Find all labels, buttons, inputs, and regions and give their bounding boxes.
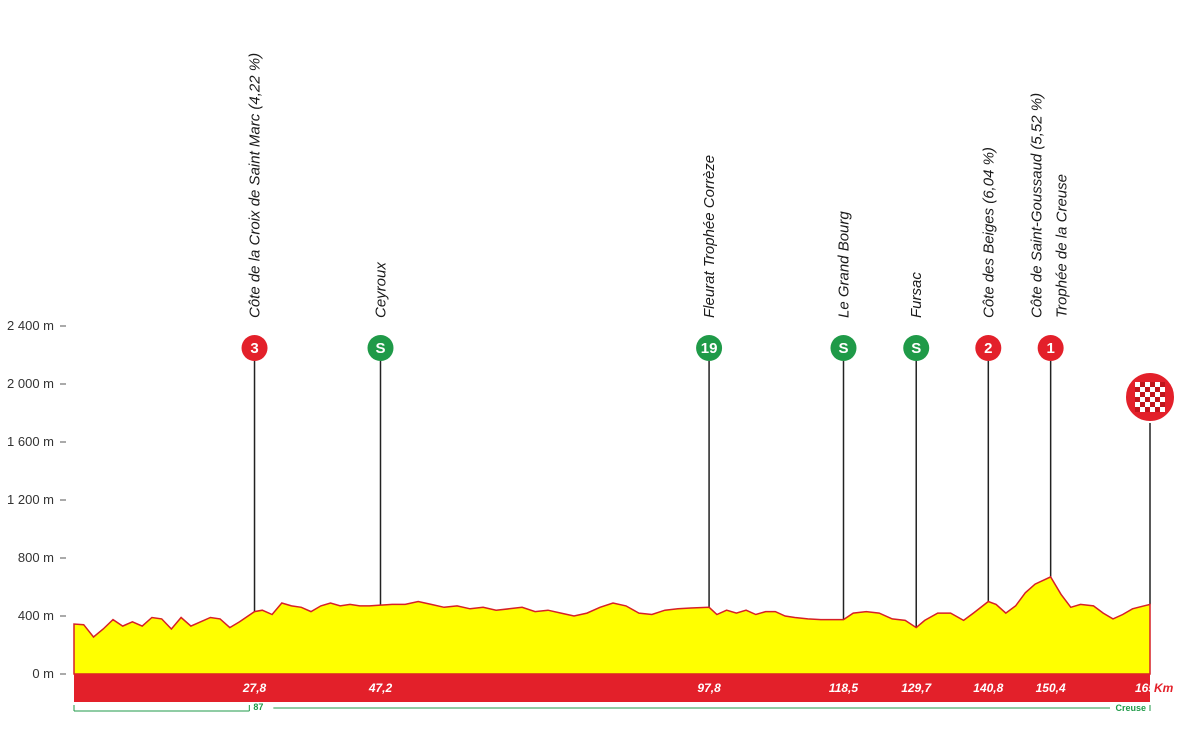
sprint-badge (830, 335, 857, 361)
waypoint-names: Côte de la Croix de Saint Marc (4,22 %) C… (247, 53, 1071, 318)
y-tick-label: 1 600 m (7, 434, 54, 449)
km-label: 27,8 (242, 681, 267, 695)
km-labels: 27,8 47,2 97,8 118,5 129,7 140,8 150,4 165,7 (242, 681, 1166, 695)
checker-square (1140, 407, 1145, 412)
checker-square (1145, 387, 1150, 392)
badge-label: S (838, 340, 848, 357)
checker-square (1145, 402, 1150, 407)
department-bar: 87 Creuse (73, 702, 1151, 713)
checker-square (1160, 397, 1165, 402)
checker-square (1155, 392, 1160, 397)
checker-square (1135, 407, 1140, 412)
waypoint-name-secondary: Trophée de la Creuse (1054, 174, 1071, 318)
checker-square (1150, 397, 1155, 402)
y-tick-label: 400 m (18, 608, 54, 623)
y-tick-label: 0 m (32, 666, 54, 681)
checker-square (1135, 387, 1140, 392)
waypoint-name: Fleurat Trophée Corrèze (701, 155, 718, 318)
checker-square (1160, 382, 1165, 387)
waypoint-name: Ceyroux (373, 262, 390, 318)
checker-square (1150, 387, 1155, 392)
y-tick-label: 2 400 m (7, 318, 54, 333)
checker-square (1140, 387, 1145, 392)
waypoint-lines (253, 361, 1151, 628)
km-unit-label: Km (1154, 681, 1174, 695)
checker-square (1155, 397, 1160, 402)
checker-square (1135, 402, 1140, 407)
department-label: Creuse (1115, 703, 1146, 713)
department-label: 87 (253, 702, 263, 712)
waypoint-name: Le Grand Bourg (835, 211, 852, 318)
checker-square (1140, 402, 1145, 407)
climb-badge (975, 335, 1002, 361)
y-tick-label: 800 m (18, 550, 54, 565)
checker-square (1150, 402, 1155, 407)
climb-badge (241, 335, 268, 361)
badge-label: S (375, 340, 385, 357)
badge-label: 1 (1046, 340, 1054, 357)
waypoint-name: Côte de la Croix de Saint Marc (4,22 %) (247, 53, 264, 318)
y-tick-label: 2 000 m (7, 376, 54, 391)
elevation-profile-area (73, 575, 1151, 675)
checker-square (1140, 382, 1145, 387)
badge-label: 3 (250, 340, 258, 357)
waypoint-name: Fursac (908, 272, 925, 318)
badge-label: 19 (701, 340, 718, 357)
checker-square (1145, 382, 1150, 387)
checker-square (1145, 397, 1150, 402)
checker-square (1155, 382, 1160, 387)
finish-flag-icon (1124, 371, 1176, 423)
y-axis: 0 m 400 m 800 m 1 200 m 1 600 m 2 000 m 2 400 … (7, 318, 66, 681)
checker-square (1160, 392, 1165, 397)
waypoint-name: Côte de Saint-Goussaud (5,52 %) (1029, 93, 1046, 318)
km-label: 165,7 (1135, 681, 1166, 695)
waypoint-name: Côte des Beiges (6,04 %) (980, 147, 997, 318)
checker-square (1155, 387, 1160, 392)
checker-square (1145, 392, 1150, 397)
checker-square (1155, 402, 1160, 407)
km-label: 97,8 (697, 681, 721, 695)
checker-square (1160, 407, 1165, 412)
checker-square (1155, 407, 1160, 412)
km-label: 150,4 (1036, 681, 1066, 695)
checker-square (1135, 397, 1140, 402)
checker-square (1150, 392, 1155, 397)
checker-square (1140, 397, 1145, 402)
waypoint-badges: 3 S 19 S S 2 1 (241, 335, 1176, 423)
checker-square (1145, 407, 1150, 412)
badge-label: S (911, 340, 921, 357)
km-label: 140,8 (973, 681, 1003, 695)
sprint-badge (696, 335, 723, 361)
base-distance-band (74, 674, 1150, 702)
checker-square (1160, 402, 1165, 407)
km-label: 118,5 (829, 681, 858, 695)
sprint-badge (367, 335, 394, 361)
checker-square (1135, 392, 1140, 397)
checker-square (1150, 382, 1155, 387)
badge-label: 2 (984, 340, 992, 357)
km-label: 47,2 (368, 681, 393, 695)
checker-square (1160, 387, 1165, 392)
km-label: 129,7 (901, 681, 932, 695)
sprint-badge (903, 335, 930, 361)
finish-flag-ring (1124, 371, 1176, 423)
y-tick-label: 1 200 m (7, 492, 54, 507)
checker-square (1140, 392, 1145, 397)
checker-square (1150, 407, 1155, 412)
checker-square (1135, 382, 1140, 387)
climb-badge (1037, 335, 1064, 361)
